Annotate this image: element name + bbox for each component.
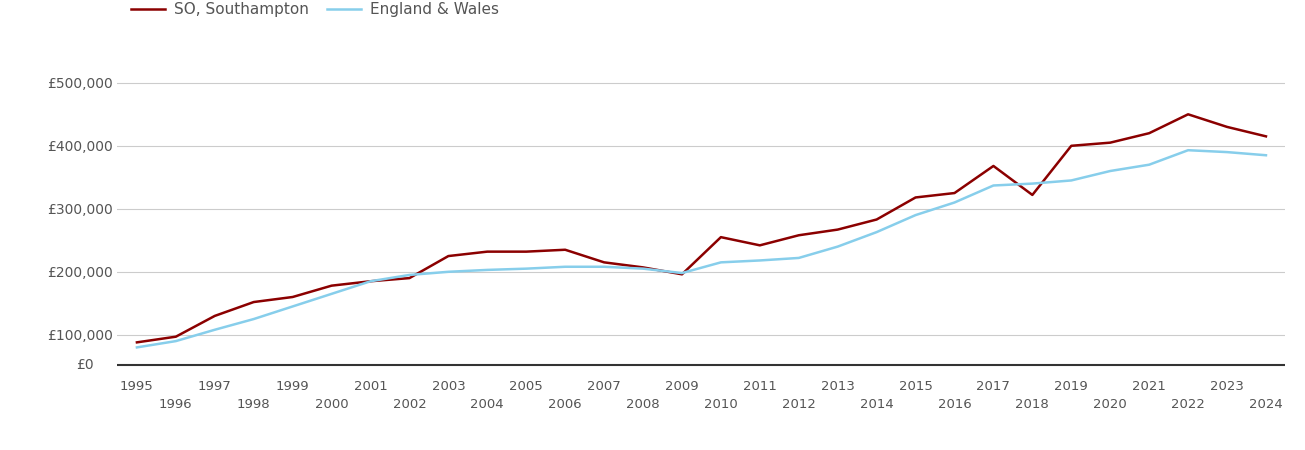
England & Wales — [168, 338, 184, 344]
SO, Southampton — [946, 190, 962, 196]
SO, Southampton — [1024, 192, 1040, 198]
England & Wales — [363, 279, 378, 284]
England & Wales — [636, 266, 651, 271]
SO, Southampton — [869, 217, 885, 222]
Text: 2015: 2015 — [899, 380, 933, 393]
Text: £0: £0 — [77, 358, 94, 373]
SO, Southampton — [1064, 143, 1079, 148]
England & Wales — [675, 270, 690, 276]
England & Wales — [557, 264, 573, 270]
England & Wales — [596, 264, 612, 270]
England & Wales — [1142, 162, 1158, 167]
SO, Southampton — [1219, 124, 1235, 130]
Text: 1999: 1999 — [275, 380, 309, 393]
Text: 2016: 2016 — [937, 398, 971, 411]
Line: SO, Southampton: SO, Southampton — [137, 114, 1266, 342]
SO, Southampton — [207, 313, 223, 319]
England & Wales — [284, 304, 300, 309]
SO, Southampton — [441, 253, 457, 259]
SO, Southampton — [675, 272, 690, 277]
England & Wales — [830, 244, 846, 249]
England & Wales — [752, 258, 767, 263]
England & Wales — [713, 260, 728, 265]
SO, Southampton — [1258, 134, 1274, 139]
SO, Southampton — [129, 340, 145, 345]
Legend: SO, Southampton, England & Wales: SO, Southampton, England & Wales — [125, 0, 505, 23]
SO, Southampton — [636, 265, 651, 270]
Text: 2020: 2020 — [1094, 398, 1128, 411]
SO, Southampton — [284, 294, 300, 300]
Text: 2014: 2014 — [860, 398, 894, 411]
Text: 2008: 2008 — [626, 398, 660, 411]
England & Wales — [946, 200, 962, 205]
SO, Southampton — [168, 334, 184, 339]
SO, Southampton — [791, 233, 806, 238]
Text: 2013: 2013 — [821, 380, 855, 393]
SO, Southampton — [752, 243, 767, 248]
England & Wales — [129, 345, 145, 350]
SO, Southampton — [985, 163, 1001, 169]
Text: 2007: 2007 — [587, 380, 621, 393]
England & Wales — [518, 266, 534, 271]
SO, Southampton — [908, 195, 924, 200]
Text: 2017: 2017 — [976, 380, 1010, 393]
SO, Southampton — [830, 227, 846, 232]
Text: 2001: 2001 — [354, 380, 388, 393]
Text: 2022: 2022 — [1171, 398, 1205, 411]
SO, Southampton — [557, 247, 573, 252]
Text: 1997: 1997 — [198, 380, 232, 393]
England & Wales — [324, 291, 339, 297]
SO, Southampton — [479, 249, 495, 254]
England & Wales — [245, 316, 261, 322]
Text: 2024: 2024 — [1249, 398, 1283, 411]
SO, Southampton — [363, 279, 378, 284]
England & Wales — [1064, 178, 1079, 183]
England & Wales — [1103, 168, 1118, 174]
England & Wales — [985, 183, 1001, 188]
England & Wales — [1258, 153, 1274, 158]
Text: 2003: 2003 — [432, 380, 466, 393]
Text: 2002: 2002 — [393, 398, 427, 411]
Text: 1996: 1996 — [159, 398, 193, 411]
Text: 2021: 2021 — [1133, 380, 1167, 393]
SO, Southampton — [596, 260, 612, 265]
England & Wales — [1180, 148, 1195, 153]
Text: 2012: 2012 — [782, 398, 816, 411]
SO, Southampton — [713, 234, 728, 240]
Text: 2019: 2019 — [1054, 380, 1088, 393]
England & Wales — [441, 269, 457, 274]
SO, Southampton — [245, 299, 261, 305]
Text: 2010: 2010 — [703, 398, 737, 411]
SO, Southampton — [402, 275, 418, 281]
SO, Southampton — [324, 283, 339, 288]
SO, Southampton — [1103, 140, 1118, 145]
Text: 2006: 2006 — [548, 398, 582, 411]
England & Wales — [908, 212, 924, 218]
England & Wales — [1024, 181, 1040, 186]
SO, Southampton — [518, 249, 534, 254]
SO, Southampton — [1180, 112, 1195, 117]
Text: 1995: 1995 — [120, 380, 154, 393]
Text: 2018: 2018 — [1015, 398, 1049, 411]
England & Wales — [791, 255, 806, 261]
Text: 2005: 2005 — [509, 380, 543, 393]
England & Wales — [869, 230, 885, 235]
Text: 2011: 2011 — [743, 380, 776, 393]
Text: 2009: 2009 — [666, 380, 698, 393]
Text: 2000: 2000 — [315, 398, 348, 411]
Text: 2023: 2023 — [1210, 380, 1244, 393]
Line: England & Wales: England & Wales — [137, 150, 1266, 347]
Text: 2004: 2004 — [471, 398, 504, 411]
SO, Southampton — [1142, 130, 1158, 136]
Text: 1998: 1998 — [238, 398, 270, 411]
England & Wales — [402, 272, 418, 278]
England & Wales — [479, 267, 495, 273]
England & Wales — [1219, 149, 1235, 155]
England & Wales — [207, 327, 223, 333]
